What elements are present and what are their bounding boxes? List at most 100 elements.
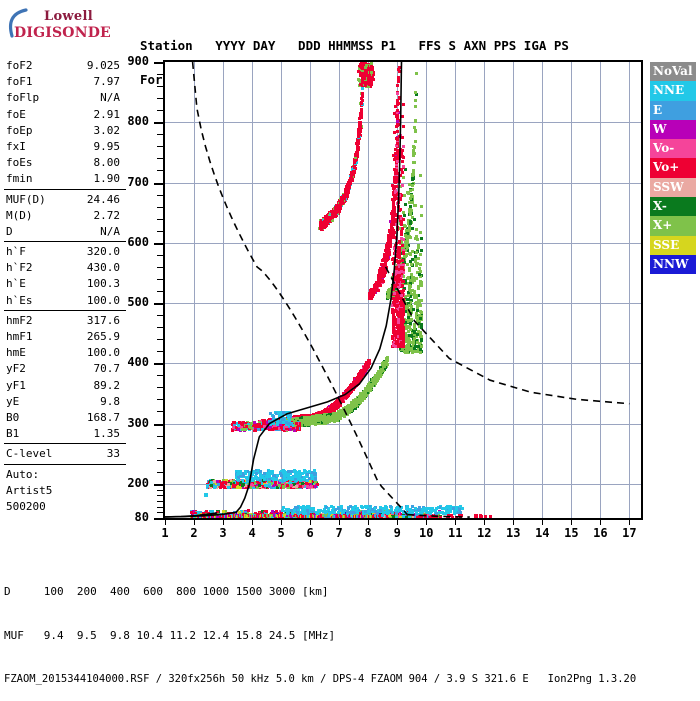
echo-point [385, 246, 389, 250]
param-row: M(D) 2.72 [2, 208, 128, 224]
param-key: h`F [6, 245, 26, 259]
echo-point [395, 154, 399, 158]
echo-point [392, 204, 396, 208]
param-key: C-level [6, 447, 53, 461]
grid-line-vertical [542, 62, 544, 518]
param-value: 7.97 [93, 75, 121, 89]
param-value: 320.0 [86, 245, 120, 259]
param-key: foFlp [6, 91, 40, 105]
param-value: 265.9 [86, 330, 120, 343]
param-row: hmF1 265.9 [2, 329, 128, 345]
grid-line-horizontal [165, 423, 641, 425]
grid-line-vertical [368, 62, 370, 518]
param-row: C-level 33 [2, 446, 128, 462]
param-value: N/A [100, 91, 120, 105]
echo-point [384, 271, 388, 275]
param-row: h`F 320.0 [2, 244, 128, 260]
param-row: foE 2.91 [2, 107, 128, 123]
param-row: h`Es 100.0 [2, 293, 128, 309]
param-key: foF1 [6, 75, 33, 89]
divider [4, 309, 126, 311]
param-note: Artist5 [6, 483, 53, 497]
param-key: fxI [6, 139, 26, 153]
echo-point [380, 263, 384, 267]
param-row: foEp 3.02 [2, 123, 128, 139]
param-group-profile: hmF2 317.6 hmF1 265.9 hmE 100.0 yF2 70.7 yF1 89.2… [2, 313, 128, 443]
param-value: 89.2 [93, 378, 121, 392]
grid-line-horizontal [165, 363, 641, 365]
param-group-frequencies: foF2 9.025 foF1 7.97 foFlp N/A foE 2.91 foEp 3.02… [2, 58, 128, 188]
param-key: foF2 [6, 59, 33, 72]
param-group-clevel: C-level 33 [2, 446, 128, 462]
param-key: foEp [6, 123, 33, 137]
echo-point [396, 68, 400, 72]
echo-point [392, 196, 396, 200]
grid-line-vertical [455, 62, 457, 518]
param-key: hmF1 [6, 330, 33, 343]
grid-line-vertical [223, 62, 225, 518]
param-value: 1.35 [93, 427, 121, 441]
lowell-digisonde-logo: Lowell DIGISONDE [6, 6, 124, 46]
grid-line-vertical [629, 62, 631, 518]
echo-point [327, 406, 331, 410]
param-value: 100.3 [86, 277, 120, 291]
plot-canvas[interactable] [165, 62, 641, 518]
grid-line-horizontal [165, 483, 641, 485]
param-key: h`F2 [6, 261, 33, 275]
divider [4, 443, 126, 445]
echo-point [377, 274, 381, 277]
echo-point [390, 233, 394, 237]
param-value: 168.7 [86, 410, 120, 424]
param-value: 3.02 [93, 123, 121, 137]
echo-point [336, 405, 340, 409]
param-row: h`F2 430.0 [2, 260, 128, 276]
param-value: 9.8 [100, 394, 120, 408]
param-row: yE 9.8 [2, 394, 128, 410]
echo-point [302, 414, 306, 418]
param-key: yF1 [6, 378, 26, 392]
param-row: B0 168.7 [2, 410, 128, 426]
echo-point [377, 289, 380, 293]
grid-line-vertical [513, 62, 515, 518]
param-value: 8.00 [93, 156, 121, 170]
echo-point [395, 143, 399, 147]
param-key: fmin [6, 172, 33, 186]
param-row: foEs 8.00 [2, 155, 128, 171]
param-group-notes: Auto: Artist5 500200 [2, 467, 128, 516]
echo-point [381, 275, 385, 279]
param-value: 317.6 [86, 313, 120, 327]
echo-point [377, 270, 381, 274]
param-value: 9.95 [93, 139, 121, 153]
divider [4, 241, 126, 243]
param-value: N/A [100, 224, 120, 238]
param-key: B1 [6, 427, 20, 441]
param-key: MUF(D) [6, 192, 46, 206]
param-row: D N/A [2, 224, 128, 240]
divider [4, 463, 126, 465]
echo-point [394, 171, 398, 175]
param-group-muf: MUF(D) 24.46 M(D) 2.72 D N/A [2, 192, 128, 241]
grid-line-vertical [571, 62, 573, 518]
logo-arc-icon [8, 8, 28, 38]
ionogram-plot[interactable] [163, 60, 643, 520]
param-row: hmE 100.0 [2, 345, 128, 361]
echo-point [396, 120, 400, 124]
param-row: h`E 100.3 [2, 276, 128, 292]
echo-point [364, 361, 368, 365]
echo-point [394, 163, 398, 167]
param-key: hmE [6, 346, 26, 360]
param-value: 24.46 [86, 192, 120, 206]
echo-point [389, 220, 393, 224]
param-key: D [6, 224, 13, 238]
echo-point [395, 117, 399, 121]
header-labels-line: Station YYYY DAY DDD HHMMSS P1 FFS S AXN… [140, 38, 569, 53]
divider [4, 188, 126, 190]
param-row: hmF2 317.6 [2, 313, 128, 329]
param-value: 33 [106, 447, 120, 461]
echo-point [261, 419, 265, 423]
echo-point [393, 179, 397, 183]
echo-point [367, 358, 371, 362]
grid-line-horizontal [165, 122, 641, 124]
param-key: foEs [6, 156, 33, 170]
param-key: hmF2 [6, 313, 33, 327]
